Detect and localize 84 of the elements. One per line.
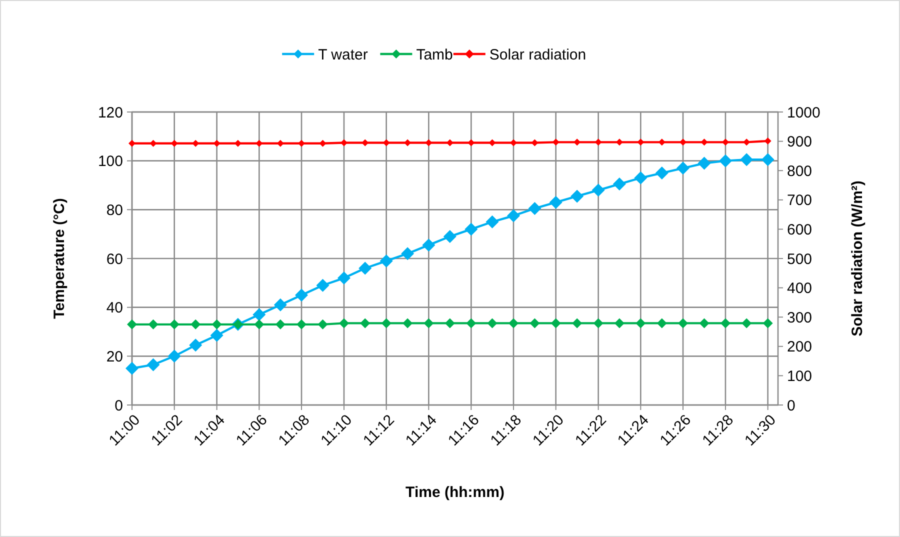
point bbox=[634, 171, 648, 184]
point bbox=[210, 328, 224, 342]
point bbox=[338, 318, 349, 328]
point bbox=[486, 215, 499, 228]
point bbox=[168, 350, 181, 363]
y2-axis-title: Solar radiation (W/m²) bbox=[849, 180, 866, 336]
y2-tick-label: 1000 bbox=[787, 104, 820, 122]
point bbox=[698, 156, 711, 170]
point bbox=[337, 272, 350, 285]
point bbox=[655, 166, 668, 180]
point bbox=[614, 318, 624, 328]
y2-tick-label: 500 bbox=[787, 250, 812, 268]
point bbox=[358, 262, 372, 275]
y-axis-title: Temperature (°C) bbox=[51, 198, 68, 319]
point bbox=[678, 318, 688, 328]
point bbox=[189, 338, 202, 352]
point bbox=[506, 209, 520, 222]
y-tick-label: 20 bbox=[106, 348, 123, 366]
point bbox=[761, 153, 774, 166]
y2-tick-label: 400 bbox=[787, 280, 812, 298]
y2-tick-label: 300 bbox=[787, 309, 812, 326]
point bbox=[508, 318, 518, 328]
point bbox=[274, 298, 287, 312]
point bbox=[530, 318, 540, 328]
y2-tick-label: 900 bbox=[787, 134, 812, 151]
point bbox=[528, 202, 542, 215]
point bbox=[402, 318, 413, 328]
y-tick-label: 100 bbox=[98, 153, 123, 170]
legend-label: T water bbox=[318, 46, 368, 64]
y2-tick-label: 700 bbox=[787, 192, 812, 210]
y-tick-label: 80 bbox=[106, 202, 123, 219]
point bbox=[252, 308, 266, 322]
point bbox=[401, 247, 414, 260]
point bbox=[254, 319, 264, 330]
y2-tick-label: 800 bbox=[787, 162, 812, 180]
point bbox=[550, 318, 561, 328]
legend-label: Solar radiation bbox=[489, 46, 586, 64]
y-tick-label: 120 bbox=[98, 104, 123, 122]
point bbox=[318, 319, 328, 330]
point bbox=[676, 162, 690, 175]
y2-tick-label: 200 bbox=[787, 338, 812, 356]
point bbox=[443, 230, 456, 244]
point bbox=[146, 358, 160, 372]
point bbox=[444, 318, 455, 328]
point bbox=[275, 319, 286, 330]
point bbox=[212, 319, 222, 330]
point bbox=[126, 362, 138, 375]
point bbox=[740, 153, 754, 166]
point bbox=[190, 319, 201, 330]
point bbox=[422, 238, 436, 252]
point bbox=[127, 319, 137, 330]
point bbox=[612, 178, 626, 191]
point bbox=[296, 319, 307, 330]
point bbox=[487, 318, 498, 328]
point bbox=[169, 319, 180, 330]
point bbox=[699, 318, 710, 328]
y2-tick-label: 600 bbox=[787, 221, 812, 238]
point bbox=[316, 278, 330, 292]
y2-tick-label: 0 bbox=[787, 397, 796, 414]
point bbox=[636, 318, 646, 328]
point bbox=[381, 318, 392, 328]
point bbox=[380, 254, 393, 268]
point bbox=[742, 318, 752, 328]
point bbox=[570, 190, 584, 203]
legend-label: Tamb bbox=[416, 46, 453, 64]
point bbox=[762, 318, 773, 328]
x-axis-title: Time (hh:mm) bbox=[406, 484, 504, 501]
y2-tick-label: 100 bbox=[787, 368, 812, 385]
point bbox=[549, 196, 562, 209]
point bbox=[572, 318, 582, 328]
point bbox=[360, 318, 370, 328]
y-tick-label: 40 bbox=[106, 300, 123, 317]
point bbox=[593, 318, 604, 328]
point bbox=[592, 184, 605, 197]
point bbox=[720, 318, 730, 328]
point bbox=[464, 222, 478, 236]
y-tick-label: 0 bbox=[114, 397, 123, 414]
point bbox=[148, 319, 158, 330]
point bbox=[466, 318, 476, 328]
y-tick-label: 60 bbox=[106, 250, 123, 268]
point bbox=[295, 288, 308, 302]
point bbox=[424, 318, 434, 328]
point bbox=[718, 154, 732, 168]
point bbox=[656, 318, 667, 328]
